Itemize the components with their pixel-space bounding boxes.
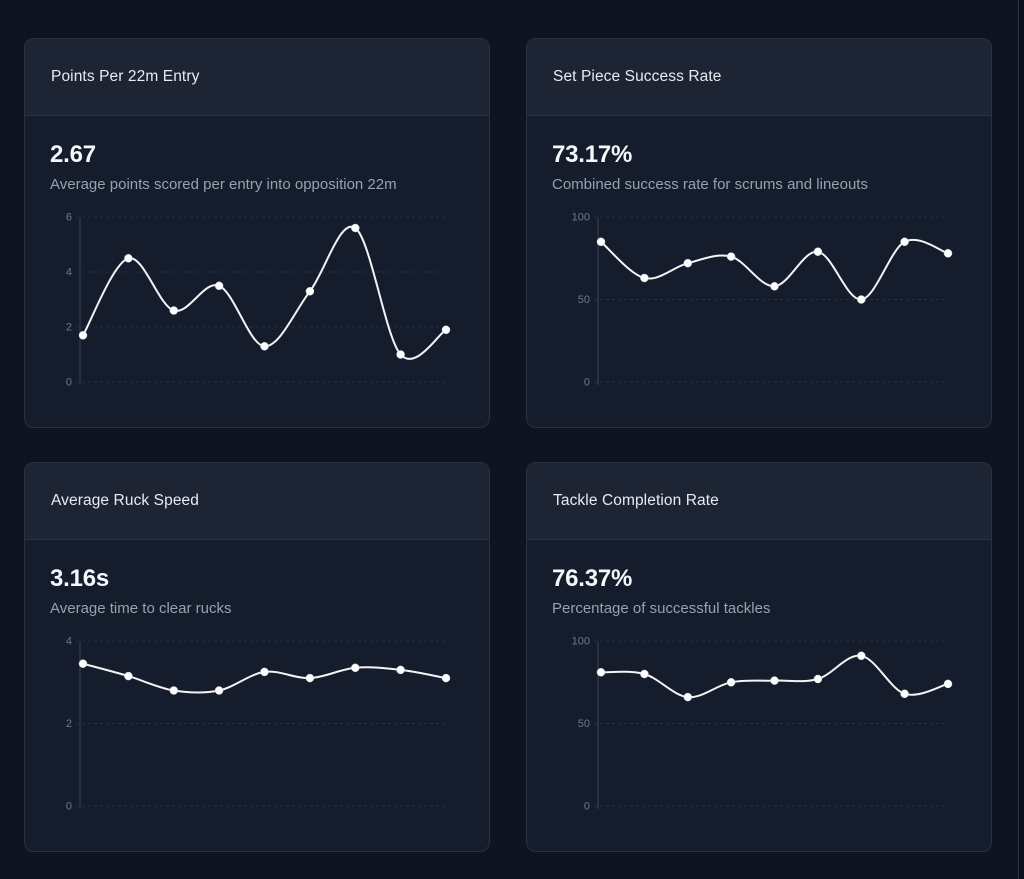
data-point[interactable] bbox=[305, 674, 315, 683]
y-tick-label: 0 bbox=[584, 801, 590, 813]
average-ruck-speed-chart[interactable]: 0 2 4 bbox=[50, 633, 464, 819]
stat-description: Average time to clear rucks bbox=[50, 599, 232, 617]
y-tick-label: 50 bbox=[578, 294, 590, 306]
data-point[interactable] bbox=[78, 659, 88, 669]
data-point[interactable] bbox=[124, 672, 133, 681]
data-line bbox=[600, 239, 949, 301]
data-point[interactable] bbox=[396, 350, 405, 360]
card-header: Set Piece Success Rate bbox=[527, 39, 991, 116]
stat-description: Average points scored per entry into opp… bbox=[50, 175, 397, 193]
card-points-per-22m-entry: Points Per 22m Entry 2.67 Average points… bbox=[24, 38, 490, 428]
y-tick-label: 0 bbox=[66, 801, 72, 813]
stat-description: Combined success rate for scrums and lin… bbox=[552, 175, 868, 193]
y-tick-label: 0 bbox=[66, 377, 72, 389]
data-point[interactable] bbox=[596, 668, 606, 677]
card-title: Tackle Completion Rate bbox=[553, 492, 719, 509]
data-point[interactable] bbox=[683, 259, 693, 268]
card-body: 76.37% Percentage of successful tackles … bbox=[527, 540, 991, 819]
data-point[interactable] bbox=[640, 274, 649, 283]
card-body: 3.16s Average time to clear rucks 0 2 4 bbox=[25, 540, 489, 819]
card-header: Average Ruck Speed bbox=[25, 463, 489, 540]
y-tick-label: 0 bbox=[584, 377, 590, 389]
data-point[interactable] bbox=[260, 667, 269, 677]
line-chart-svg: 0 50 100 bbox=[572, 636, 953, 813]
scrollbar-track[interactable] bbox=[1018, 0, 1024, 879]
stat-value: 73.17% bbox=[552, 141, 633, 168]
card-header: Points Per 22m Entry bbox=[25, 39, 489, 116]
data-point[interactable] bbox=[124, 254, 133, 263]
stat-value: 2.67 bbox=[50, 141, 96, 168]
y-tick-label: 100 bbox=[572, 212, 590, 224]
y-tick-label: 2 bbox=[66, 322, 72, 334]
card-tackle-completion-rate: Tackle Completion Rate 76.37% Percentage… bbox=[526, 462, 992, 852]
data-point[interactable] bbox=[78, 331, 88, 340]
data-point[interactable] bbox=[396, 665, 405, 675]
data-point[interactable] bbox=[214, 686, 224, 696]
y-tick-label: 50 bbox=[578, 718, 590, 730]
data-point[interactable] bbox=[813, 247, 823, 257]
data-point[interactable] bbox=[943, 679, 953, 689]
data-point[interactable] bbox=[900, 689, 909, 699]
y-tick-label: 100 bbox=[572, 636, 590, 648]
data-point[interactable] bbox=[857, 295, 866, 305]
data-point[interactable] bbox=[900, 237, 909, 247]
data-point[interactable] bbox=[726, 252, 736, 262]
stat-description: Percentage of successful tackles bbox=[552, 599, 771, 617]
y-tick-label: 4 bbox=[66, 267, 72, 279]
data-point[interactable] bbox=[260, 342, 269, 351]
data-point[interactable] bbox=[813, 675, 823, 684]
card-title: Set Piece Success Rate bbox=[553, 68, 722, 85]
data-line bbox=[82, 226, 447, 361]
card-set-piece-success-rate: Set Piece Success Rate 73.17% Combined s… bbox=[526, 38, 992, 428]
data-point[interactable] bbox=[169, 686, 179, 696]
data-point[interactable] bbox=[770, 676, 779, 686]
data-point[interactable] bbox=[441, 674, 451, 683]
card-average-ruck-speed: Average Ruck Speed 3.16s Average time to… bbox=[24, 462, 490, 852]
data-point[interactable] bbox=[943, 249, 953, 258]
stat-value: 3.16s bbox=[50, 565, 110, 592]
data-point[interactable] bbox=[726, 678, 736, 687]
card-title: Points Per 22m Entry bbox=[51, 68, 200, 85]
card-body: 73.17% Combined success rate for scrums … bbox=[527, 116, 991, 395]
data-point[interactable] bbox=[351, 663, 360, 673]
data-point[interactable] bbox=[640, 670, 649, 679]
data-point[interactable] bbox=[305, 287, 315, 296]
data-point[interactable] bbox=[169, 306, 179, 316]
stat-value: 76.37% bbox=[552, 565, 633, 592]
points-per-22m-entry-chart[interactable]: 0 2 4 6 bbox=[50, 209, 464, 395]
line-chart-svg: 0 2 4 6 bbox=[66, 212, 451, 389]
data-point[interactable] bbox=[351, 224, 360, 233]
data-point[interactable] bbox=[857, 651, 866, 661]
tackle-completion-rate-chart[interactable]: 0 50 100 bbox=[552, 633, 966, 819]
y-tick-label: 4 bbox=[66, 636, 72, 648]
card-header: Tackle Completion Rate bbox=[527, 463, 991, 540]
y-tick-label: 6 bbox=[66, 212, 72, 224]
line-chart-svg: 0 2 4 bbox=[66, 636, 451, 813]
y-tick-label: 2 bbox=[66, 718, 72, 730]
card-title: Average Ruck Speed bbox=[51, 492, 199, 509]
data-point[interactable] bbox=[441, 325, 451, 335]
data-point[interactable] bbox=[683, 693, 693, 702]
line-chart-svg: 0 50 100 bbox=[572, 212, 953, 389]
card-body: 2.67 Average points scored per entry int… bbox=[25, 116, 489, 395]
data-point[interactable] bbox=[770, 282, 779, 291]
data-point[interactable] bbox=[596, 237, 606, 247]
set-piece-success-rate-chart[interactable]: 0 50 100 bbox=[552, 209, 966, 395]
data-point[interactable] bbox=[214, 281, 224, 291]
